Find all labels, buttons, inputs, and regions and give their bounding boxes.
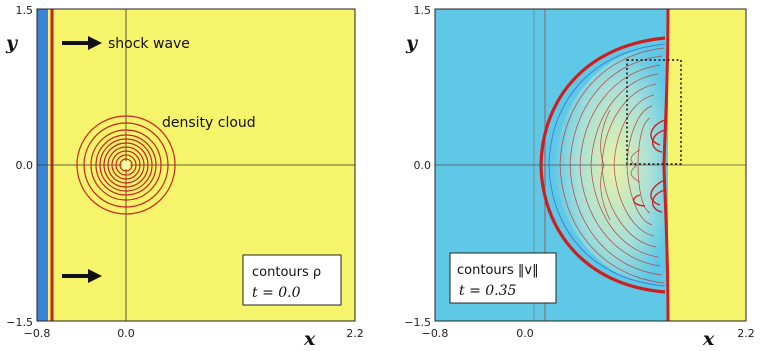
density-cloud-label: density cloud xyxy=(162,115,256,131)
front-vortex-contours xyxy=(633,119,666,213)
right-x-axis-label: x xyxy=(702,328,715,350)
left-y-tick-top: 1.5 xyxy=(16,4,34,17)
shock-arrow-bottom xyxy=(62,269,102,283)
right-legend-time: t = 0.35 xyxy=(459,283,517,299)
right-y-tick-bottom: −1.5 xyxy=(404,316,431,329)
right-x-tick-left: −0.8 xyxy=(422,327,449,340)
left-x-axis-label: x xyxy=(303,328,316,350)
shock-arrow-top xyxy=(62,36,102,50)
left-legend-title: contours ρ xyxy=(252,265,321,280)
density-cloud-contours xyxy=(76,115,176,215)
left-legend-time: t = 0.0 xyxy=(252,285,301,301)
left-legend-box: contours ρ t = 0.0 xyxy=(242,254,342,306)
right-legend-box: contours ‖v‖ t = 0.35 xyxy=(449,252,557,304)
left-y-axis-label: y xyxy=(5,32,19,54)
left-panel: shock wave density cloud contours ρ t = … xyxy=(5,4,364,350)
cloud-core xyxy=(122,161,130,169)
right-legend-title: contours ‖v‖ xyxy=(457,263,539,278)
right-y-tick-top: 1.5 xyxy=(414,4,432,17)
left-x-tick-mid: 0.0 xyxy=(117,327,135,340)
right-x-tick-mid: 0.0 xyxy=(516,327,534,340)
left-y-tick-mid: 0.0 xyxy=(16,159,34,172)
right-plot-frame xyxy=(434,8,747,322)
left-y-tick-bottom: −1.5 xyxy=(6,316,33,329)
left-x-tick-right: 2.2 xyxy=(346,327,364,340)
zoom-region-box xyxy=(626,59,682,165)
left-x-tick-left: −0.8 xyxy=(24,327,51,340)
left-plot-frame xyxy=(36,8,356,322)
shock-wave-label: shock wave xyxy=(108,36,190,52)
right-x-tick-right: 2.2 xyxy=(737,327,755,340)
right-panel: contours ‖v‖ t = 0.35 1.5 0.0 −1.5 −0.8 … xyxy=(404,4,754,350)
right-y-tick-mid: 0.0 xyxy=(414,159,432,172)
right-y-axis-label: y xyxy=(405,32,419,54)
